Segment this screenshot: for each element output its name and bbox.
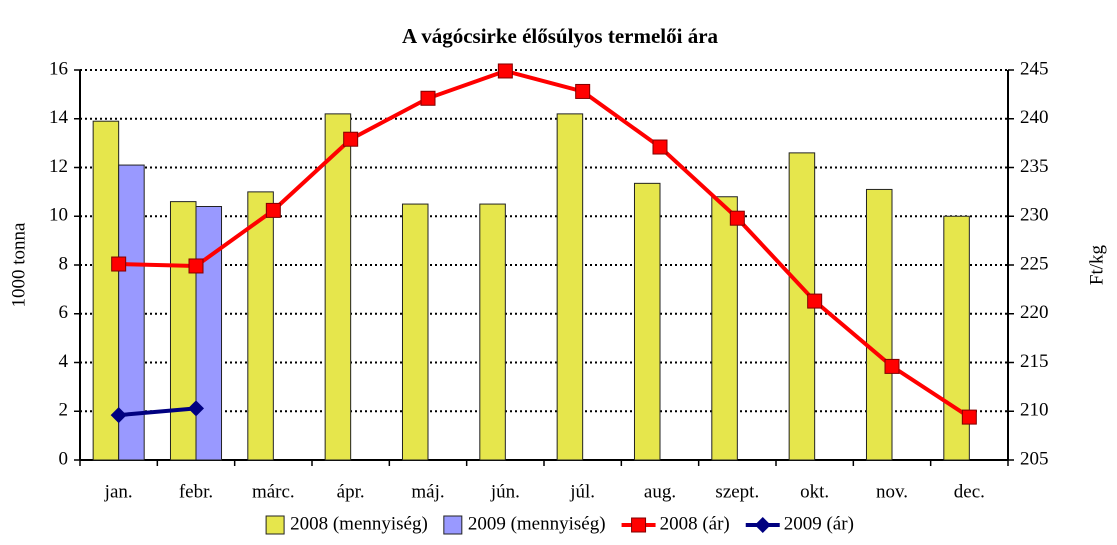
bar	[195, 206, 223, 461]
bar	[401, 203, 429, 461]
bar	[92, 120, 120, 461]
line-marker	[884, 358, 900, 374]
bar	[118, 164, 145, 461]
legend-label: 2009 (mennyiség)	[468, 513, 606, 534]
y2-tick-label: 220	[1020, 302, 1049, 323]
x-tick-label: ápr.	[337, 481, 365, 502]
y-tick-label: 12	[49, 156, 68, 177]
x-tick-label: nov.	[876, 481, 908, 502]
y2-axis-label: Ft/kg	[1086, 244, 1107, 285]
x-tick-label: márc.	[252, 481, 295, 502]
bar	[865, 188, 893, 461]
y2-tick-label: 205	[1020, 448, 1049, 469]
line-marker	[343, 131, 359, 147]
x-tick-label: jún.	[490, 481, 520, 502]
y-axis-label: 1000 tonna	[8, 222, 29, 308]
x-tick-label: szept.	[715, 481, 759, 502]
y-tick-label: 16	[49, 58, 68, 79]
bar	[247, 191, 274, 461]
line-marker	[652, 139, 668, 155]
bar	[324, 113, 352, 461]
line-marker	[497, 63, 513, 79]
line-marker	[575, 83, 591, 99]
legend-label: 2008 (ár)	[660, 513, 730, 534]
legend-label: 2009 (ár)	[784, 513, 854, 534]
x-tick-label: júl.	[569, 481, 595, 502]
x-tick-label: máj.	[411, 481, 444, 502]
legend-label: 2008 (mennyiség)	[290, 513, 428, 534]
y2-tick-label: 235	[1020, 156, 1049, 177]
bar	[169, 201, 197, 461]
legend-marker	[631, 517, 647, 533]
bar	[479, 203, 506, 461]
line-marker	[807, 293, 823, 309]
line-marker	[729, 210, 745, 226]
line-marker	[111, 256, 127, 272]
y-tick-label: 6	[59, 302, 69, 323]
line	[118, 406, 197, 418]
y2-tick-label: 245	[1020, 58, 1049, 79]
line-marker	[420, 90, 436, 106]
legend-swatch	[443, 515, 463, 535]
y-tick-label: 0	[59, 448, 69, 469]
line-marker	[961, 409, 977, 425]
x-tick-label: okt.	[800, 481, 829, 502]
chart-title: A vágócsirke élősúlyos termelői ára	[402, 24, 719, 48]
line-marker	[188, 400, 204, 417]
legend-marker	[754, 517, 771, 533]
legend-swatch	[265, 515, 285, 535]
y2-tick-label: 230	[1020, 205, 1049, 226]
y-tick-label: 4	[59, 351, 69, 372]
line-marker	[110, 407, 127, 424]
x-tick-label: jan.	[104, 481, 133, 502]
x-tick-label: aug.	[644, 481, 676, 502]
x-tick-label: dec.	[954, 481, 985, 502]
bar	[556, 113, 584, 461]
legend: 2008 (mennyiség) 2009 (mennyiség) 2008 (ár…	[265, 513, 854, 535]
y-tick-label: 8	[59, 253, 69, 274]
y2-tick-label: 240	[1020, 107, 1049, 128]
y2-tick-label: 215	[1020, 351, 1049, 372]
line	[118, 68, 971, 419]
y-tick-label: 2	[59, 400, 69, 421]
bar	[633, 182, 661, 461]
bar	[711, 196, 738, 461]
line-marker	[188, 258, 204, 274]
y2-tick-label: 210	[1020, 400, 1049, 421]
y-tick-label: 10	[49, 205, 68, 226]
x-tick-label: febr.	[179, 481, 213, 502]
y-tick-label: 14	[49, 107, 69, 128]
line-marker	[265, 202, 281, 218]
y2-tick-label: 225	[1020, 253, 1049, 274]
